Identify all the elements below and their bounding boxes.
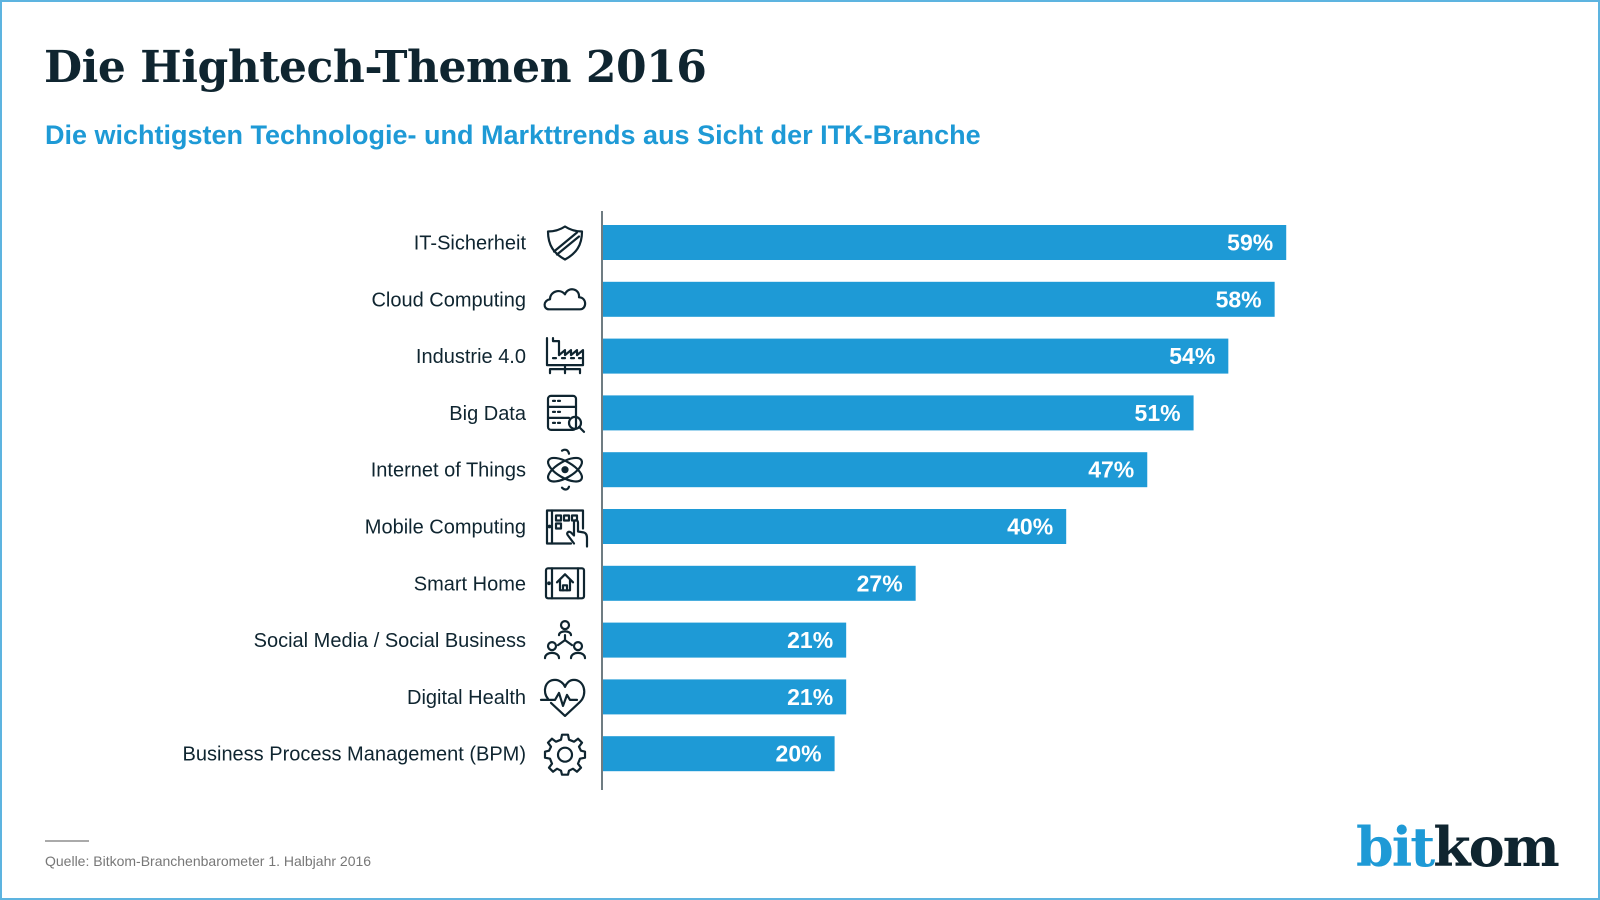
shield-icon xyxy=(546,225,584,261)
database-search-icon xyxy=(546,394,586,433)
category-label: Big Data xyxy=(449,403,527,425)
bar xyxy=(603,395,1194,431)
category-label: Smart Home xyxy=(414,573,526,595)
tablet-touch-icon xyxy=(545,509,589,548)
value-label: 47% xyxy=(1088,457,1134,483)
chart-title: Die Hightech-Themen 2016 xyxy=(44,42,707,93)
category-label: Social Media / Social Business xyxy=(254,630,526,652)
value-label: 21% xyxy=(787,684,833,710)
bar xyxy=(603,736,835,772)
bar-row: Big Data 51% xyxy=(449,394,1194,433)
category-label: Internet of Things xyxy=(371,460,526,482)
bar-row: Mobile Computing 40% xyxy=(365,509,1067,548)
value-label: 20% xyxy=(776,741,822,767)
bar-row: Business Process Management (BPM) 20% xyxy=(183,733,835,776)
category-label: Mobile Computing xyxy=(365,517,526,539)
logo-part-bit: bit xyxy=(1356,815,1435,879)
heart-pulse-icon xyxy=(539,678,586,718)
bar-row: Industrie 4.0 54% xyxy=(416,337,1229,375)
bar xyxy=(603,281,1275,317)
cloud-icon xyxy=(543,288,587,311)
bar-row: Social Media / Social Business 21% xyxy=(254,619,847,660)
source-note: Quelle: Bitkom-Branchenbarometer 1. Halb… xyxy=(45,853,372,869)
factory-icon xyxy=(545,337,585,375)
bar xyxy=(603,622,847,658)
category-label: Cloud Computing xyxy=(371,289,526,311)
value-label: 58% xyxy=(1216,286,1262,312)
bar-row: IT-Sicherheit 59% xyxy=(414,225,1287,261)
category-label: Business Process Management (BPM) xyxy=(183,744,526,766)
atom-icon xyxy=(546,448,584,491)
bar xyxy=(603,679,847,715)
logo-part-kom: kom xyxy=(1433,815,1560,879)
bar xyxy=(603,565,916,601)
chart-subtitle: Die wichtigsten Technologie- und Markttr… xyxy=(45,120,981,150)
bitkom-logo: bitkom xyxy=(1356,815,1560,879)
bar-row: Digital Health 21% xyxy=(407,678,847,718)
tablet-home-icon xyxy=(544,567,586,600)
value-label: 54% xyxy=(1169,343,1215,369)
value-label: 40% xyxy=(1007,514,1053,540)
value-label: 51% xyxy=(1135,400,1181,426)
value-label: 27% xyxy=(857,570,903,596)
category-label: Industrie 4.0 xyxy=(416,346,526,368)
gear-icon xyxy=(543,733,587,776)
bar-row: Cloud Computing 58% xyxy=(371,281,1275,317)
bar xyxy=(603,338,1229,374)
category-label: Digital Health xyxy=(407,687,526,709)
bar-row: Smart Home 27% xyxy=(414,565,916,601)
value-label: 59% xyxy=(1227,230,1273,256)
people-network-icon xyxy=(543,619,587,660)
source-divider xyxy=(45,840,89,842)
bar xyxy=(603,509,1067,544)
bar xyxy=(603,225,1287,260)
bar xyxy=(603,452,1148,488)
bar-row: Internet of Things 47% xyxy=(371,448,1148,491)
value-label: 21% xyxy=(787,627,833,653)
category-label: IT-Sicherheit xyxy=(414,233,527,255)
